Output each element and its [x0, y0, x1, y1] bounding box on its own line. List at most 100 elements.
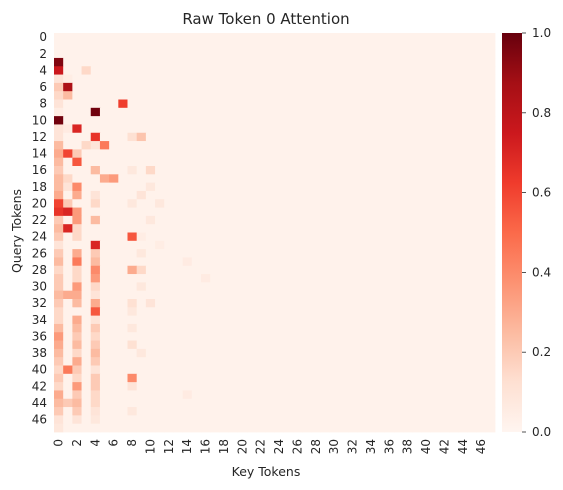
y-tick-label: 40 — [32, 363, 47, 377]
heatmap-cell — [54, 282, 64, 292]
heatmap-cell — [467, 182, 478, 192]
x-tick-label: 6 — [107, 439, 121, 447]
heatmap-cell — [145, 240, 156, 250]
heatmap-cell — [246, 182, 257, 192]
heatmap-cell — [403, 332, 413, 341]
heatmap-cell — [99, 340, 110, 350]
heatmap-cell — [449, 190, 459, 200]
heatmap-cell — [467, 166, 478, 175]
heatmap-cell — [366, 57, 376, 67]
heatmap-cell — [329, 240, 340, 250]
heatmap-cell — [311, 132, 321, 142]
heatmap-cell — [329, 332, 340, 341]
heatmap-cell — [366, 182, 376, 192]
heatmap-cell — [72, 66, 82, 75]
heatmap-cell — [485, 99, 496, 109]
heatmap-cell — [393, 407, 404, 416]
heatmap-cell — [237, 257, 248, 267]
heatmap-cell — [136, 124, 147, 134]
heatmap-cell — [311, 166, 321, 175]
heatmap-cell — [136, 290, 147, 300]
heatmap-cell — [283, 215, 294, 225]
heatmap-cell — [421, 265, 432, 275]
x-tick-label: 34 — [364, 439, 378, 454]
heatmap-cell — [191, 282, 202, 292]
heatmap-cell — [439, 33, 450, 42]
heatmap-cell — [320, 323, 331, 333]
heatmap-cell — [329, 390, 340, 400]
heatmap-cell — [246, 141, 257, 150]
heatmap-cell — [72, 124, 82, 134]
heatmap-cell — [191, 415, 202, 425]
heatmap-cell — [439, 290, 450, 300]
heatmap-cell — [109, 348, 119, 358]
heatmap-cell — [357, 132, 367, 142]
heatmap-cell — [302, 340, 312, 350]
heatmap-cell — [366, 382, 376, 391]
heatmap-cell — [384, 57, 395, 67]
heatmap-cell — [109, 190, 119, 200]
heatmap-cell — [357, 174, 367, 184]
heatmap-cell — [164, 415, 174, 425]
x-tick-label: 0 — [52, 439, 66, 447]
heatmap-cell — [384, 415, 395, 425]
heatmap-cell — [63, 190, 73, 200]
heatmap-cell — [99, 166, 110, 175]
heatmap-cell — [375, 323, 386, 333]
heatmap-cell — [201, 99, 211, 109]
heatmap-cell — [210, 41, 220, 51]
heatmap-cell — [63, 49, 73, 59]
heatmap-cell — [182, 257, 193, 267]
heatmap-cell — [63, 199, 73, 208]
y-tick-label: 38 — [32, 346, 47, 360]
heatmap-cell — [118, 415, 128, 425]
heatmap-cell — [256, 265, 266, 275]
heatmap-cell — [274, 323, 285, 333]
heatmap-cell — [421, 166, 432, 175]
heatmap-cell — [155, 398, 165, 408]
heatmap-cell — [485, 232, 496, 242]
heatmap-cell — [237, 340, 248, 350]
heatmap-cell — [127, 174, 138, 184]
heatmap-cell — [430, 332, 441, 341]
heatmap-cell — [357, 390, 367, 400]
heatmap-cell — [136, 307, 147, 317]
heatmap-cell — [219, 323, 229, 333]
heatmap-cell — [292, 390, 303, 400]
heatmap-cell — [90, 66, 101, 75]
heatmap-cell — [90, 274, 101, 283]
heatmap-cell — [81, 282, 92, 292]
heatmap-cell — [201, 141, 211, 150]
heatmap-cell — [72, 199, 82, 208]
heatmap-cell — [173, 166, 184, 175]
heatmap-cell — [164, 307, 174, 317]
heatmap-cell — [375, 41, 386, 51]
heatmap-cell — [136, 182, 147, 192]
heatmap-cell — [393, 348, 404, 358]
heatmap-cell — [366, 157, 376, 167]
heatmap-cell — [127, 357, 138, 366]
heatmap-cell — [201, 215, 211, 225]
heatmap-cell — [476, 149, 487, 159]
heatmap-cell — [99, 41, 110, 51]
heatmap-cell — [430, 357, 441, 366]
heatmap-cell — [228, 49, 239, 59]
heatmap-cell — [320, 423, 331, 433]
heatmap-cell — [164, 240, 174, 250]
heatmap-cell — [449, 166, 459, 175]
heatmap-cell — [421, 66, 432, 75]
heatmap-cell — [237, 74, 248, 84]
heatmap-cell — [449, 407, 459, 416]
heatmap-cell — [292, 66, 303, 75]
heatmap-cell — [421, 274, 432, 283]
heatmap-cell — [63, 207, 73, 217]
heatmap-cell — [439, 190, 450, 200]
heatmap-cell — [320, 107, 331, 117]
heatmap-cell — [311, 290, 321, 300]
heatmap-cell — [467, 265, 478, 275]
heatmap-cell — [155, 265, 165, 275]
heatmap-cell — [155, 174, 165, 184]
heatmap-cell — [384, 91, 395, 100]
heatmap-cell — [237, 157, 248, 167]
heatmap-cell — [81, 132, 92, 142]
